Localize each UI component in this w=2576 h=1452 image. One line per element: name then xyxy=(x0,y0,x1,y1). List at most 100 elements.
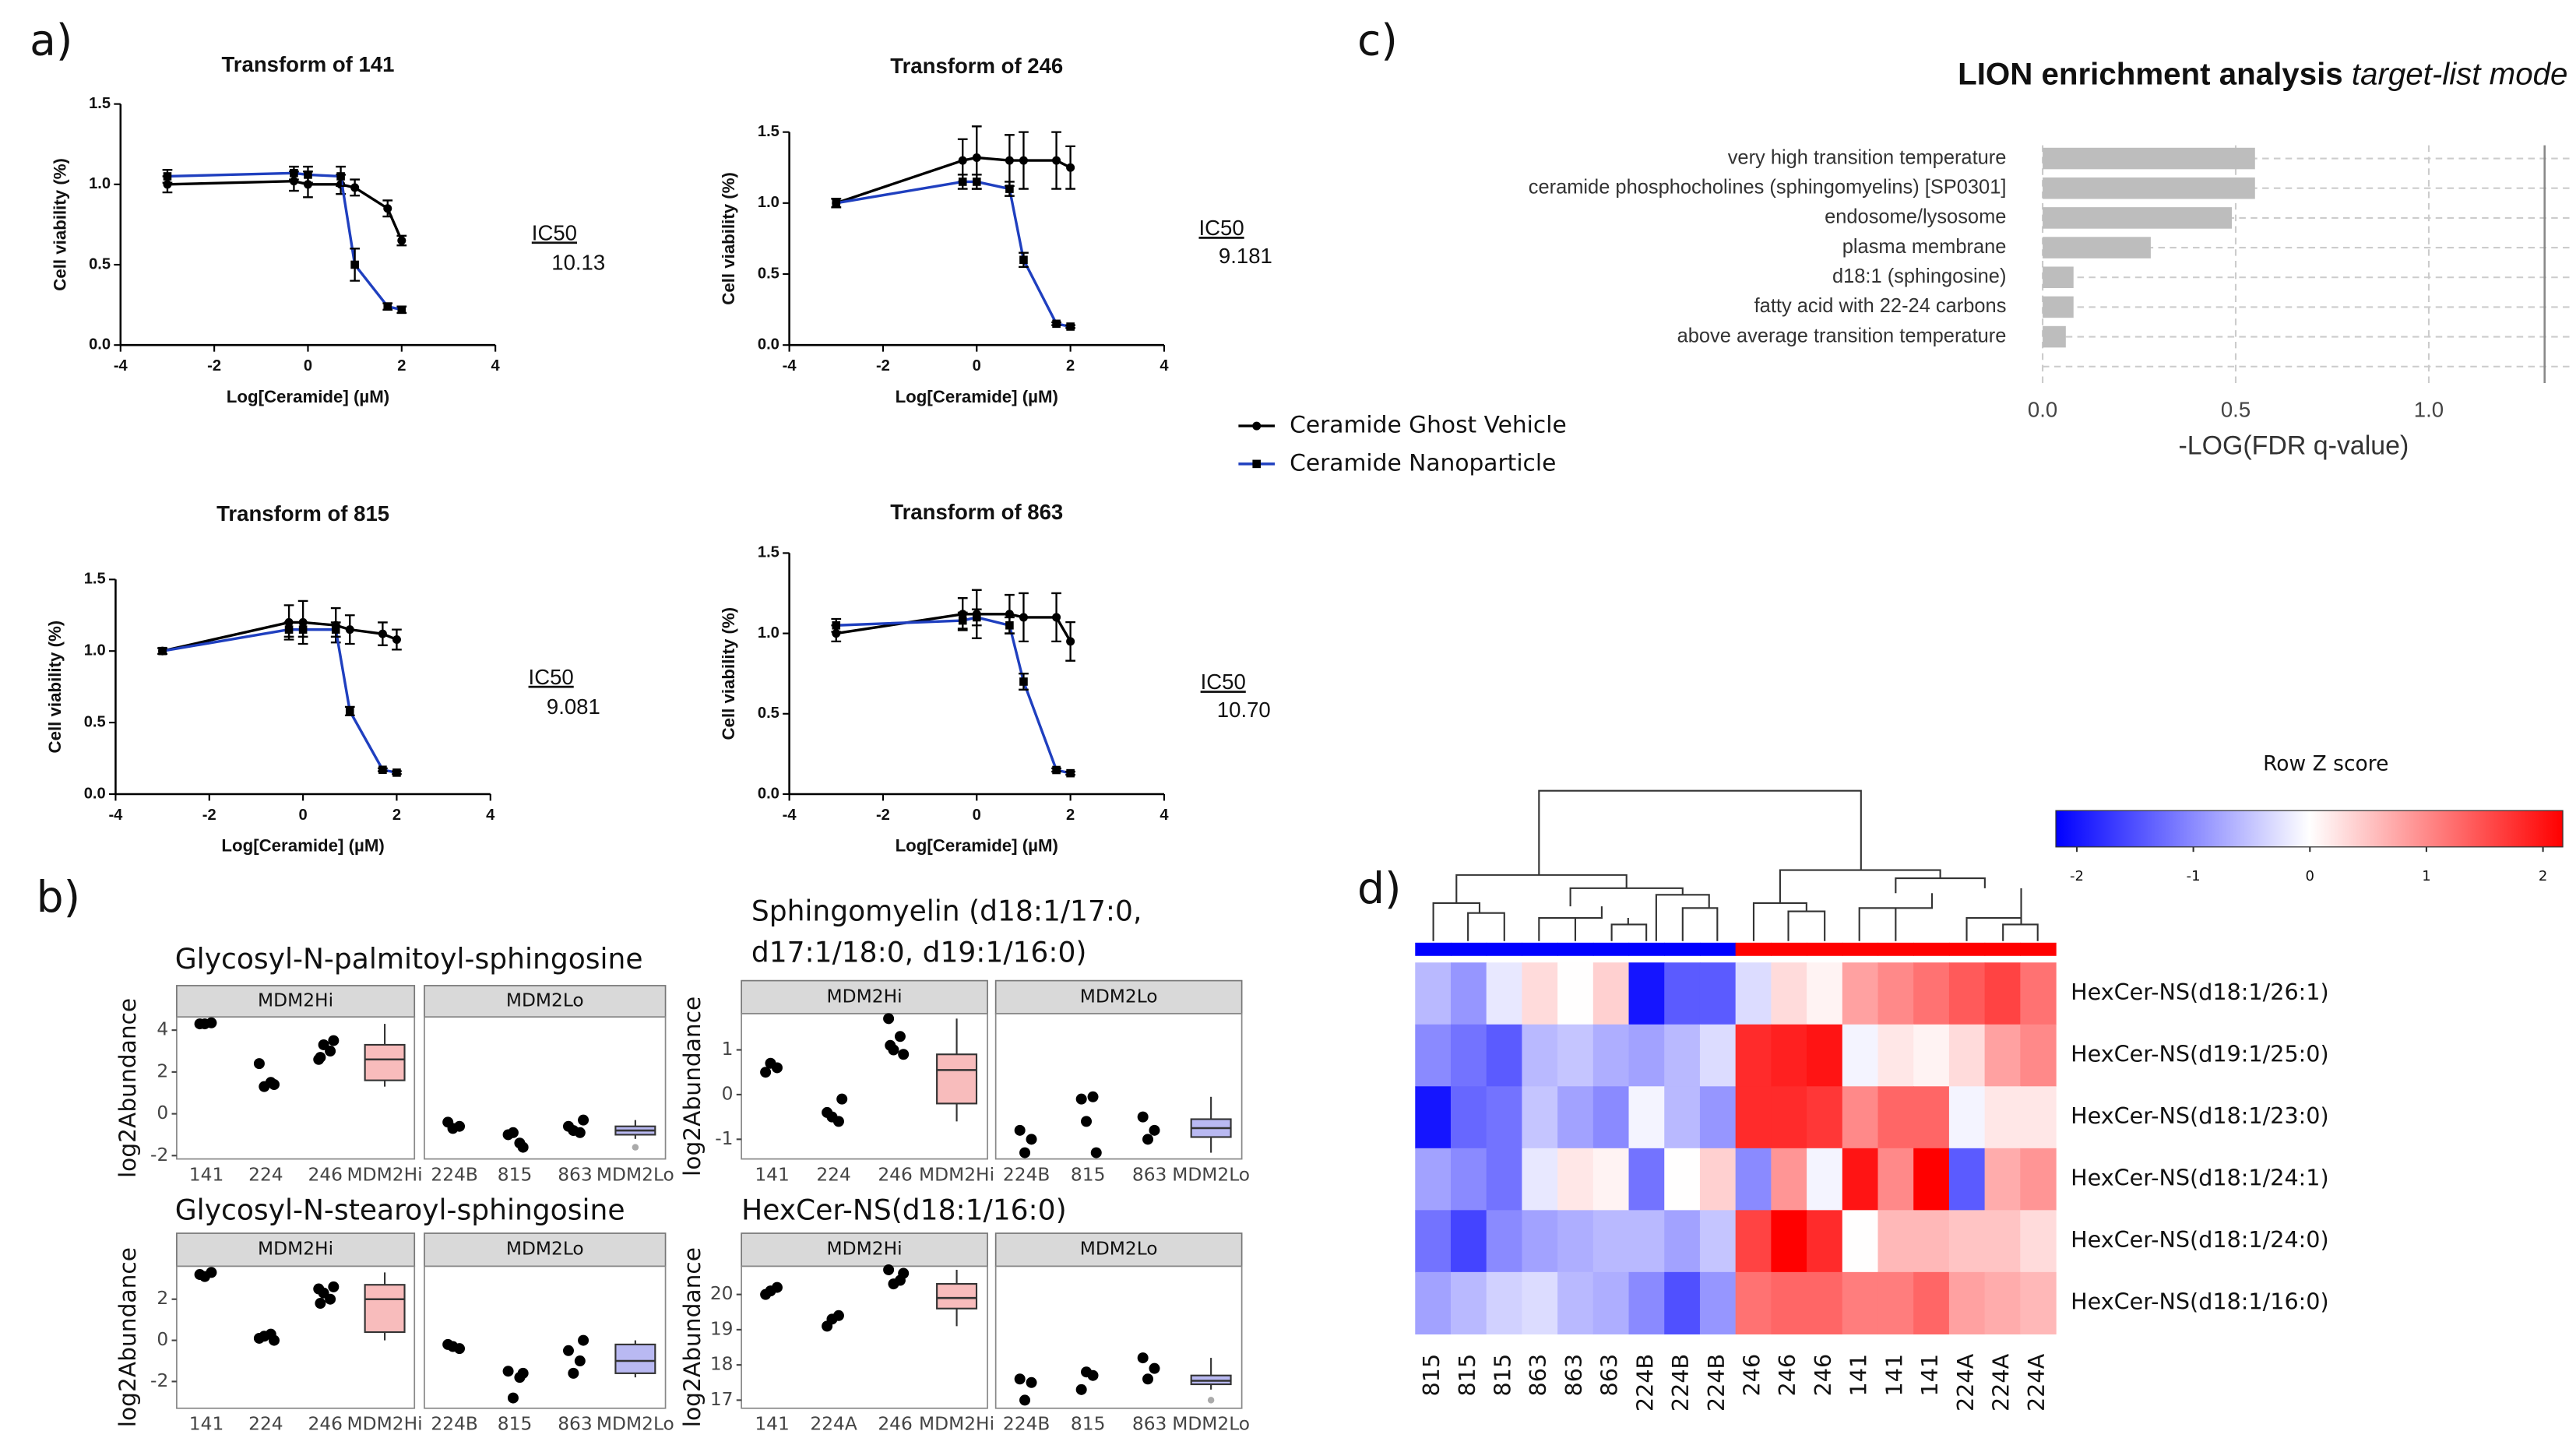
facet-header xyxy=(424,1232,667,1267)
cell xyxy=(1628,962,1665,1025)
point xyxy=(1019,1394,1031,1406)
y-axis-label: Cell viability (%) xyxy=(719,607,738,740)
x-tick-label: -2 xyxy=(876,357,890,374)
cell xyxy=(2020,1148,2057,1211)
cell xyxy=(1771,1271,1807,1335)
x-tick-label: 224 xyxy=(248,1414,283,1435)
cell xyxy=(1984,1210,2021,1273)
point xyxy=(1014,1373,1026,1385)
cell xyxy=(2020,1024,2057,1087)
y-tick-label: 19 xyxy=(710,1318,734,1339)
y-tick-label: 1.5 xyxy=(84,571,106,588)
category-label: d18:1 (sphingosine) xyxy=(1832,265,2006,287)
bar xyxy=(2043,296,2074,318)
y-tick-label: 1.5 xyxy=(758,544,779,561)
x-tick-label: 246 xyxy=(878,1414,912,1435)
point xyxy=(1026,1134,1037,1145)
y-tick-label: 2 xyxy=(157,1060,168,1081)
point xyxy=(1075,1093,1087,1105)
point xyxy=(1081,1366,1093,1378)
point xyxy=(1005,156,1014,165)
point xyxy=(1087,1091,1099,1102)
point xyxy=(1052,765,1061,775)
facet-label: MDM2Hi xyxy=(258,990,333,1011)
cell xyxy=(1984,1271,2021,1335)
x-tick-label: -4 xyxy=(783,357,797,374)
point xyxy=(447,1341,459,1352)
y-tick-label: 0 xyxy=(157,1329,168,1350)
point xyxy=(1066,637,1075,646)
facet-header xyxy=(994,1232,1243,1267)
x-tick-label: 224B xyxy=(431,1414,477,1435)
cell xyxy=(1948,1271,1986,1335)
title: LION enrichment analysis xyxy=(1958,56,2343,91)
y-tick-label: 0.0 xyxy=(84,785,106,802)
cell xyxy=(1664,1148,1701,1211)
cell xyxy=(1664,1210,1701,1273)
y-tick-label: 1.5 xyxy=(758,123,779,140)
point xyxy=(304,171,312,179)
annotation: 9.181 xyxy=(1219,244,1272,268)
point xyxy=(378,765,387,775)
column-label: 141 xyxy=(1916,1354,1943,1397)
cell xyxy=(1415,1086,1452,1149)
colorbar-tick-label: 1 xyxy=(2422,868,2430,884)
panel-label: a) xyxy=(30,16,72,65)
box xyxy=(936,1053,978,1105)
group-bar xyxy=(1771,942,1807,956)
x-axis-label: Log[Ceramide] (µM) xyxy=(896,387,1058,406)
category-label: ceramide phosphocholines (sphingomyelins… xyxy=(1529,176,2007,198)
column-label: 224B xyxy=(1703,1354,1730,1412)
panel-label: c) xyxy=(1357,16,1398,65)
point xyxy=(269,1334,280,1346)
legend-marker xyxy=(1252,459,1262,469)
y-tick-label: 0.0 xyxy=(89,336,111,353)
cell xyxy=(1735,1148,1772,1211)
cell xyxy=(1415,1024,1452,1087)
x-tick-label: MDM2Hi xyxy=(919,1164,994,1185)
facet-header xyxy=(176,1232,416,1267)
point xyxy=(885,1039,896,1051)
bar xyxy=(2043,147,2255,170)
cell xyxy=(1699,1024,1737,1087)
facet-label: MDM2Lo xyxy=(506,1239,584,1260)
y-tick-label: 4 xyxy=(157,1019,168,1040)
facet-header xyxy=(176,985,416,1018)
cell xyxy=(1984,1024,2021,1087)
chart-title: HexCer-NS(d18:1/16:0) xyxy=(741,1194,1067,1226)
cell xyxy=(1415,1148,1452,1211)
x-tick-label: MDM2Lo xyxy=(1172,1414,1250,1435)
x-tick-label: 863 xyxy=(558,1414,592,1435)
x-tick-label: 4 xyxy=(1160,357,1169,374)
point xyxy=(328,1035,340,1046)
cell xyxy=(1450,1210,1487,1273)
cell xyxy=(1486,1148,1523,1211)
x-tick-label: MDM2Hi xyxy=(347,1414,423,1435)
y-axis-label: log2Abundance xyxy=(678,1247,706,1427)
point xyxy=(562,1345,574,1356)
x-tick-label: 224 xyxy=(816,1164,850,1185)
x-tick-label: 815 xyxy=(1071,1164,1105,1185)
cell xyxy=(1522,1024,1558,1087)
row-label: HexCer-NS(d18:1/24:1) xyxy=(2071,1165,2329,1191)
x-tick-label: 246 xyxy=(308,1414,342,1435)
point xyxy=(826,1313,838,1325)
cell xyxy=(1664,1271,1701,1335)
facet-label: MDM2Hi xyxy=(258,1239,333,1260)
cell xyxy=(1592,1148,1630,1211)
x-tick-label: 224B xyxy=(1003,1164,1050,1185)
subtitle: target-list mode xyxy=(2352,56,2567,91)
column-label: 863 xyxy=(1525,1354,1551,1397)
y-tick-label: 1.0 xyxy=(89,175,111,192)
legend-label: Ceramide Nanoparticle xyxy=(1290,448,1556,476)
facet-header xyxy=(741,979,988,1014)
x-tick-label: 2 xyxy=(1066,357,1075,374)
point xyxy=(315,1052,326,1064)
annotation: 10.70 xyxy=(1217,698,1271,722)
point xyxy=(331,625,340,634)
x-tick-label: 1.0 xyxy=(2414,397,2444,421)
point xyxy=(894,1031,906,1042)
row-label: HexCer-NS(d18:1/16:0) xyxy=(2071,1289,2329,1315)
column-label: 141 xyxy=(1846,1354,1872,1397)
cell xyxy=(1842,1271,1879,1335)
